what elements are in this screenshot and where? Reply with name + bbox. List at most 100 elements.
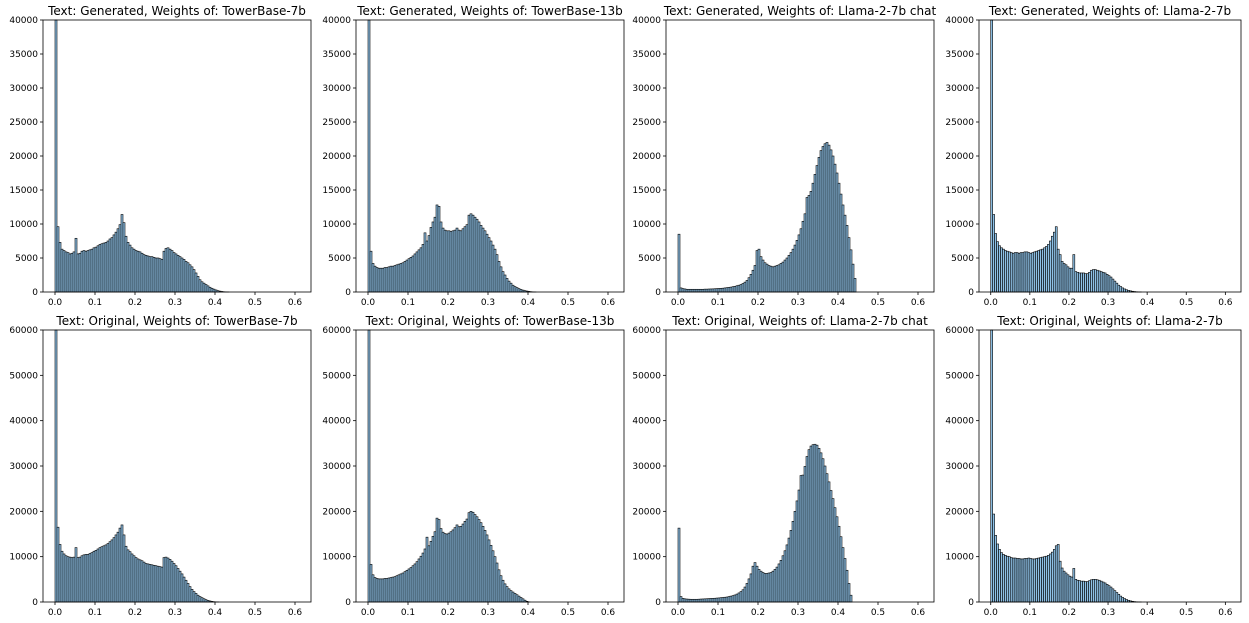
histogram-bar — [122, 534, 126, 603]
y-tick-label: 0 — [345, 288, 351, 298]
histogram-bar — [98, 547, 102, 603]
histogram-bar — [158, 566, 162, 603]
histogram-bar — [64, 251, 68, 293]
y-tick-label: 30000 — [9, 84, 38, 94]
x-tick-label: 0.5 — [561, 298, 575, 308]
y-tick-label: 0 — [968, 598, 974, 608]
histogram-bar — [116, 228, 120, 293]
y-tick-label: 25000 — [632, 118, 661, 128]
histogram-bar — [68, 253, 72, 293]
histogram-bar — [80, 250, 84, 293]
y-tick-label: 10000 — [9, 553, 38, 563]
histogram-bar — [148, 256, 152, 293]
histogram-bar — [190, 266, 194, 293]
histogram-bar — [132, 248, 136, 293]
histogram-bar — [146, 563, 150, 603]
histogram-bar — [184, 261, 188, 293]
histogram-panel: 0.0 0.1 0.2 0.3 0.4 0.5 0.6 0 5000 10000 15000 2000… — [9, 4, 312, 308]
histogram-bar — [168, 559, 172, 603]
x-tick-label: 0.1 — [401, 608, 415, 618]
y-tick-label: 10000 — [632, 220, 661, 230]
histogram-bar — [196, 276, 200, 293]
histogram-panel: 0.0 0.1 0.2 0.3 0.4 0.5 0.6 0 5000 10000 15000 2000… — [322, 4, 625, 308]
histogram-bar — [202, 598, 206, 603]
histogram-bar — [154, 257, 158, 293]
histogram-bar — [194, 272, 198, 293]
histogram-bar — [120, 524, 124, 603]
histogram-bar — [88, 249, 92, 293]
histogram-bar — [174, 253, 178, 293]
histogram-bar — [84, 250, 88, 293]
y-tick-label: 40000 — [945, 16, 974, 26]
x-tick-label: 0.2 — [751, 298, 765, 308]
histogram-bar — [94, 550, 98, 603]
histogram-bar — [134, 557, 138, 603]
histogram-bar — [170, 560, 174, 603]
chart-title: Text: Original, Weights of: TowerBase-7b — [55, 314, 297, 328]
histogram-bar — [136, 558, 140, 603]
histogram-bar — [112, 234, 116, 293]
y-tick-label: 0 — [655, 288, 661, 298]
y-tick-label: 30000 — [9, 462, 38, 472]
y-tick-label: 0 — [32, 598, 38, 608]
histogram-bar — [188, 264, 192, 293]
y-tick-label: 40000 — [322, 417, 351, 427]
histogram-bar — [96, 548, 100, 603]
histogram-bar — [186, 583, 190, 603]
histogram-bar — [100, 243, 104, 293]
histogram-bar — [140, 560, 144, 603]
x-tick-label: 0.2 — [751, 608, 765, 618]
histogram-bar — [210, 287, 214, 293]
x-tick-label: 0.1 — [401, 298, 415, 308]
x-tick-label: 0.4 — [1140, 298, 1155, 308]
histogram-bar — [130, 553, 134, 603]
histogram-bar — [154, 565, 158, 603]
histogram-bar — [128, 551, 132, 603]
chart-title: Text: Generated, Weights of: TowerBase-7… — [47, 4, 306, 18]
y-tick-label: 20000 — [632, 507, 661, 517]
x-tick-label: 0.3 — [791, 608, 805, 618]
histogram-bar — [116, 531, 120, 603]
x-tick-label: 0.5 — [871, 298, 885, 308]
x-tick-label: 0.5 — [871, 608, 885, 618]
histogram-bar — [190, 589, 194, 603]
histogram-bar — [122, 222, 126, 293]
histogram-bar — [677, 527, 681, 603]
y-tick-label: 20000 — [322, 152, 351, 162]
y-tick-label: 15000 — [945, 186, 974, 196]
x-tick-label: 0.6 — [601, 608, 616, 618]
chart-title: Text: Original, Weights of: Llama-2-7b c… — [671, 314, 928, 328]
y-tick-label: 10000 — [945, 220, 974, 230]
histogram-bar — [180, 257, 184, 293]
histogram-bar — [849, 594, 853, 603]
y-tick-label: 5000 — [951, 254, 974, 264]
histogram-bar — [160, 566, 164, 603]
histogram-bar — [140, 252, 144, 293]
x-tick-label: 0.1 — [1023, 298, 1037, 308]
y-tick-label: 20000 — [632, 152, 661, 162]
histogram-bar — [124, 545, 128, 603]
x-tick-label: 0.6 — [288, 608, 303, 618]
x-tick-label: 0.0 — [984, 608, 999, 618]
y-tick-label: 40000 — [9, 16, 38, 26]
histogram-bar — [172, 563, 176, 603]
histogram-bar — [68, 556, 72, 603]
y-tick-label: 60000 — [632, 326, 661, 336]
chart-title: Text: Original, Weights of: Llama-2-7b — [996, 314, 1223, 328]
x-tick-label: 0.0 — [984, 298, 999, 308]
histogram-bar — [192, 269, 196, 293]
histogram-bar — [162, 557, 166, 603]
histogram-bar — [70, 557, 74, 603]
histogram-bar — [90, 248, 94, 293]
histogram-bar — [64, 555, 68, 603]
histogram-bar — [144, 254, 148, 293]
histogram-bar — [174, 565, 178, 603]
histogram-bar — [128, 244, 132, 293]
y-tick-label: 20000 — [322, 507, 351, 517]
x-tick-label: 0.1 — [1023, 608, 1037, 618]
x-tick-label: 0.2 — [1062, 298, 1076, 308]
y-tick-label: 30000 — [632, 462, 661, 472]
y-tick-label: 50000 — [9, 371, 38, 381]
histogram-bar — [142, 561, 146, 603]
histogram-bar — [158, 258, 162, 293]
